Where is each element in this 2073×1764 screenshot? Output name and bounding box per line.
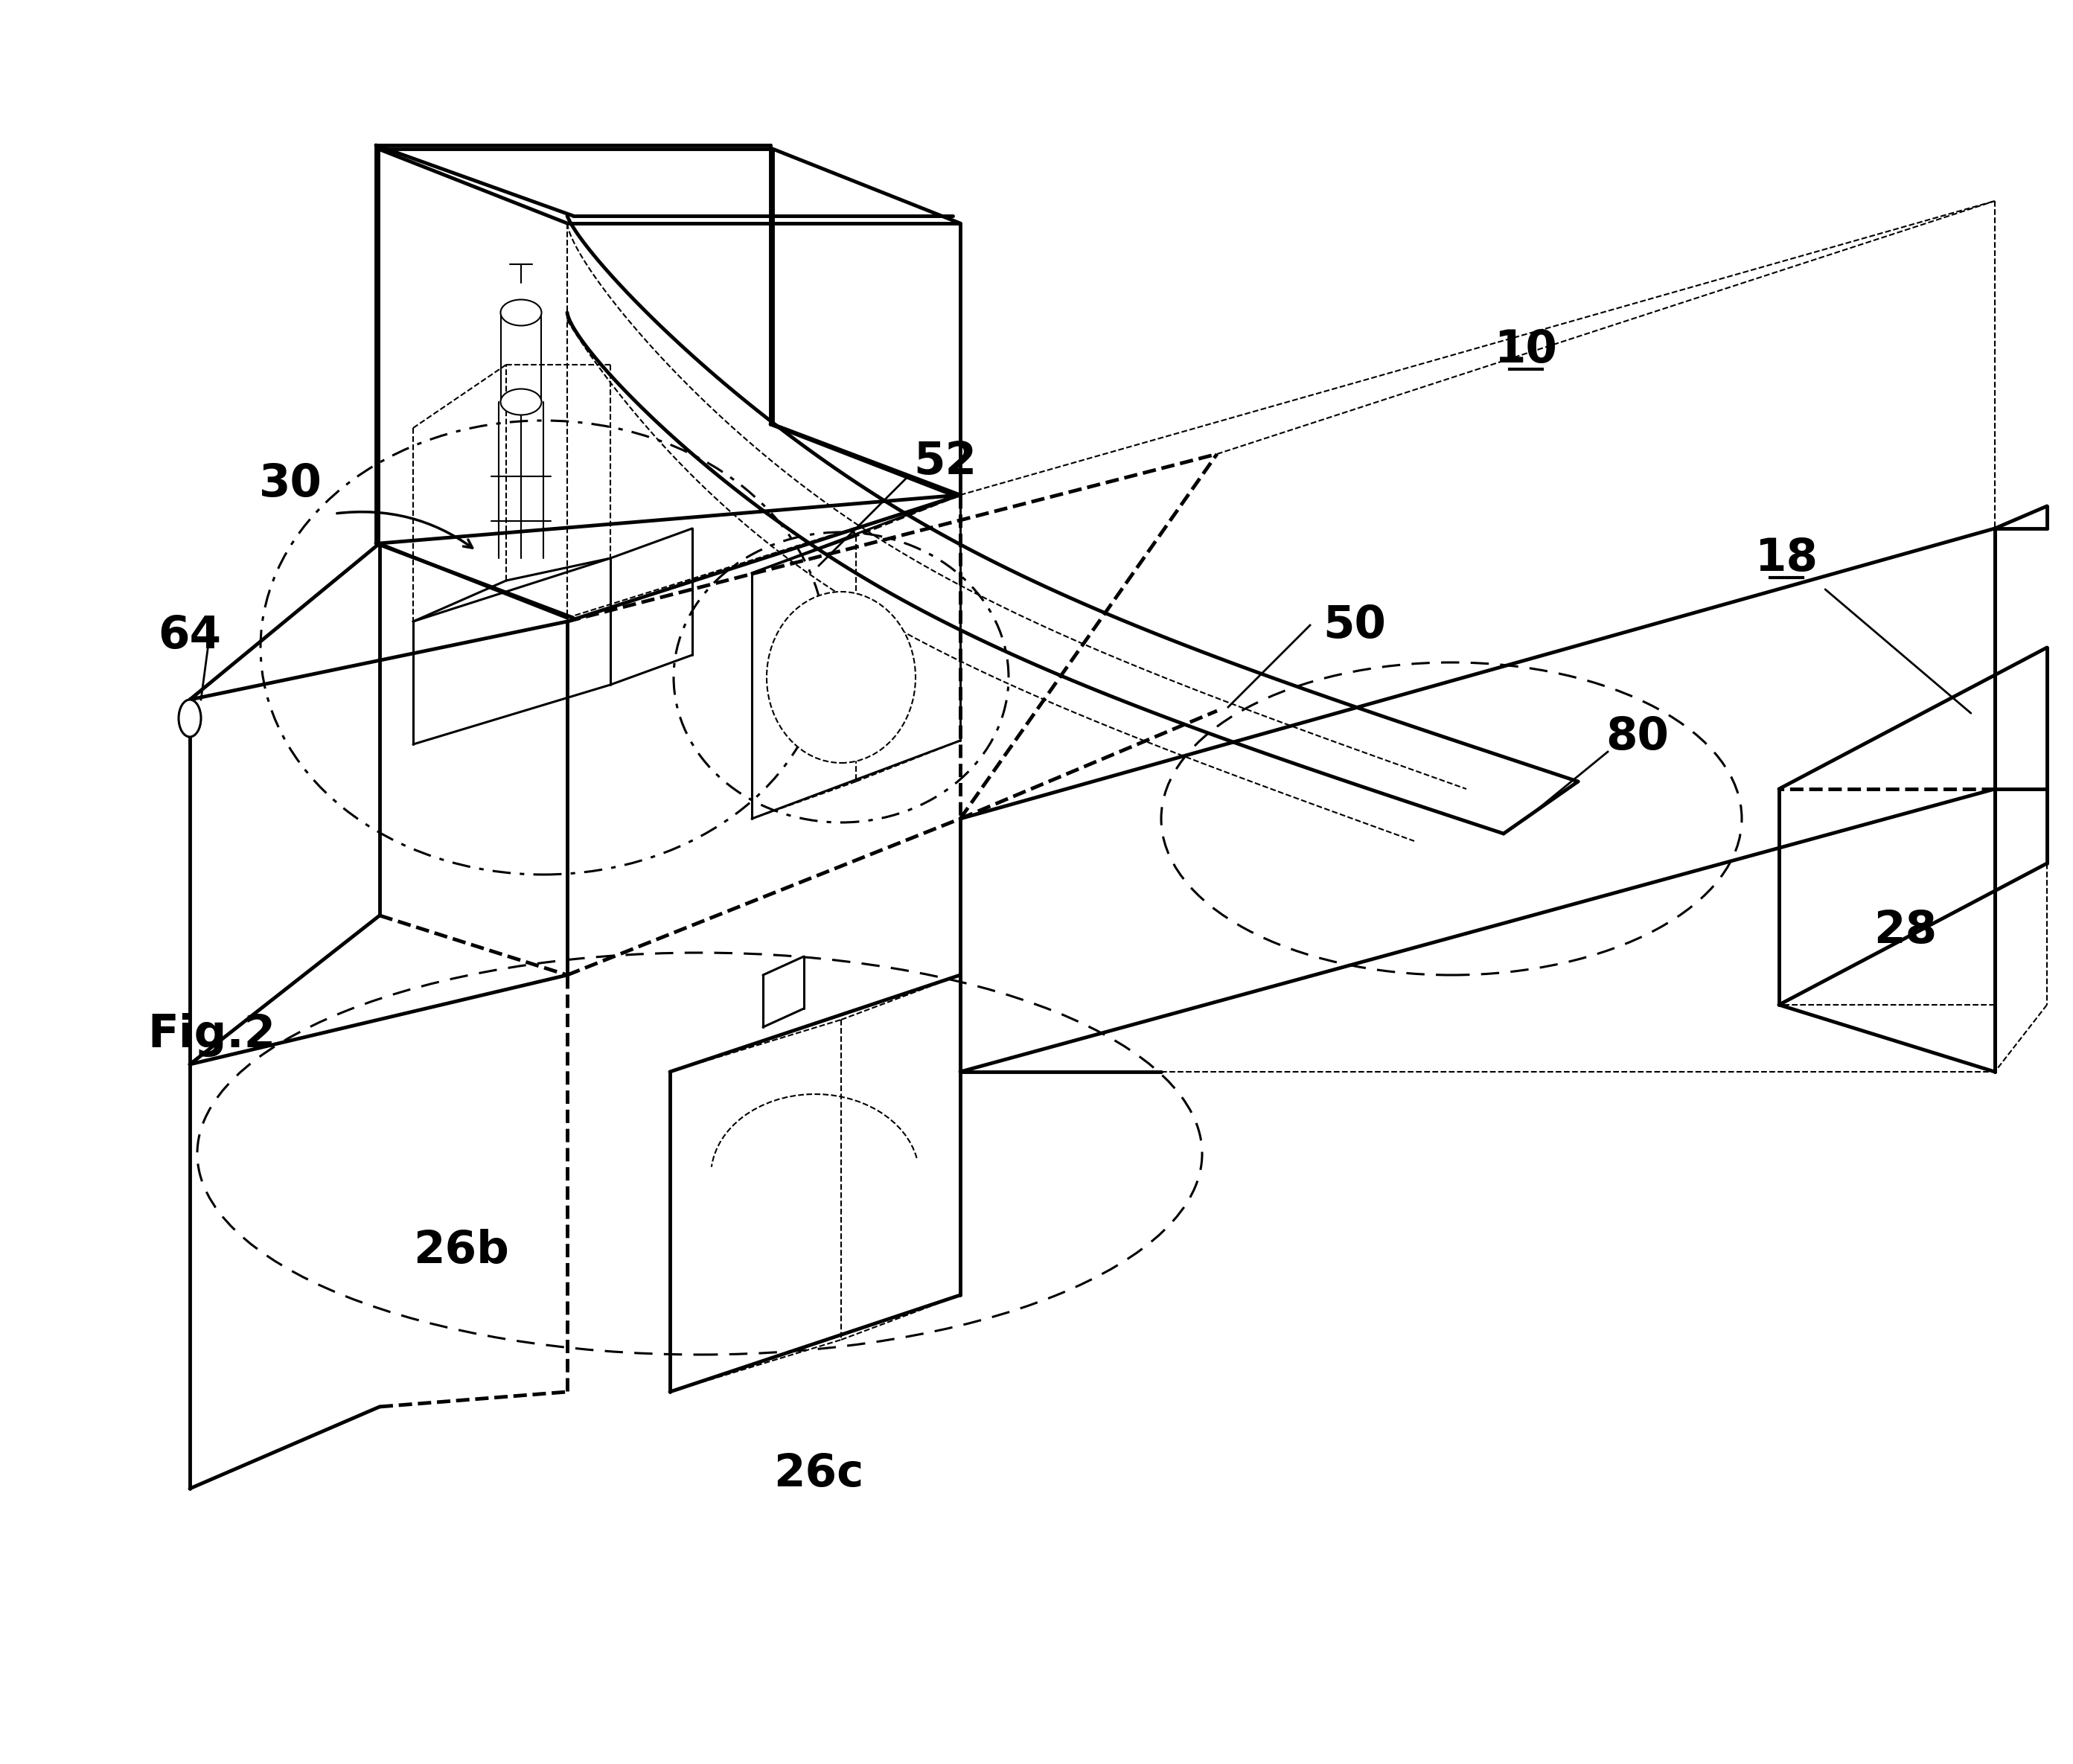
Text: 28: 28 xyxy=(1874,908,1936,953)
Text: 18: 18 xyxy=(1754,536,1818,580)
Ellipse shape xyxy=(178,700,201,737)
Text: 52: 52 xyxy=(914,439,976,483)
Text: 64: 64 xyxy=(158,614,222,658)
Text: 30: 30 xyxy=(259,462,321,506)
Ellipse shape xyxy=(767,591,916,762)
Ellipse shape xyxy=(500,388,541,415)
Text: 50: 50 xyxy=(1323,603,1387,647)
Text: 10: 10 xyxy=(1495,328,1557,372)
Text: 26b: 26b xyxy=(413,1228,510,1272)
Text: 26c: 26c xyxy=(773,1452,864,1496)
Ellipse shape xyxy=(500,300,541,326)
Text: 80: 80 xyxy=(1607,714,1669,759)
Text: Fig.2: Fig.2 xyxy=(147,1013,276,1057)
